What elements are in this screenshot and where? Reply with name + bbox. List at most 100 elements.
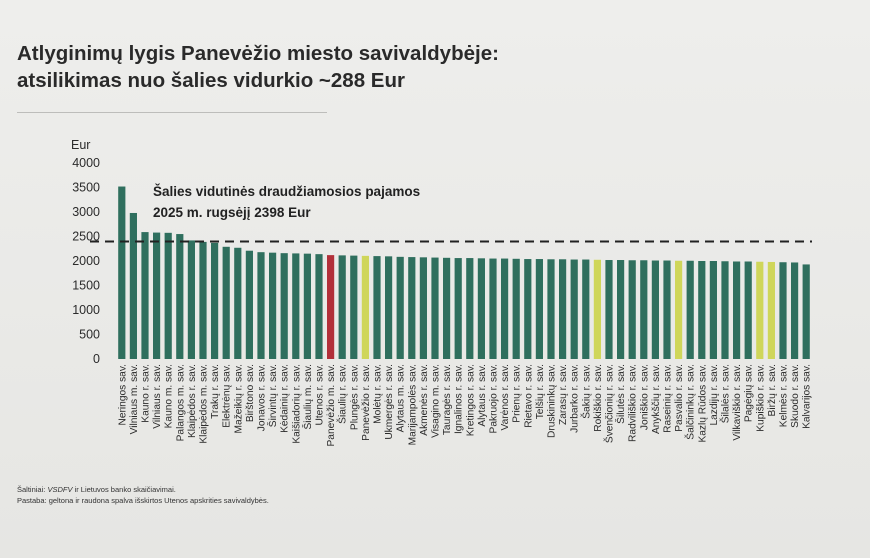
y-tick-label: 500 <box>79 328 100 342</box>
x-tick-label: Druskininkų sav. <box>547 364 558 438</box>
x-tick-label: Zarasų r. sav. <box>558 364 569 425</box>
reference-label-line-1: Šalies vidutinės draudžiamosios pajamos <box>153 184 421 199</box>
slide-title: Atlyginimų lygis Panevėžio miesto saviva… <box>17 40 837 94</box>
bar <box>373 256 381 359</box>
x-tick-label: Radviliškio r. sav. <box>628 364 639 442</box>
x-tick-label: Šilalės r. sav. <box>719 364 732 423</box>
x-tick-label: Raseinių r. sav. <box>663 364 674 433</box>
bar <box>802 264 810 359</box>
x-tick-label: Neringos sav. <box>117 364 128 426</box>
x-tick-label: Vilniaus m. sav. <box>129 364 140 434</box>
bar <box>570 259 578 359</box>
bar <box>744 261 752 359</box>
bar <box>211 242 219 359</box>
y-tick-label: 1500 <box>72 279 100 293</box>
reference-label-line-2: 2025 m. rugsėjį 2398 Eur <box>153 205 311 220</box>
x-tick-label: Klaipėdos m. sav. <box>199 364 210 444</box>
bar <box>535 259 543 359</box>
x-tick-label: Širvintų r. sav. <box>266 364 279 427</box>
bar <box>605 260 613 359</box>
x-tick-label: Šalčininkų r. sav. <box>684 364 697 440</box>
footnote-note: Pastaba: geltona ir raudona spalva išski… <box>17 496 269 505</box>
x-tick-label: Prienų r. sav. <box>512 364 523 423</box>
x-tick-label: Vilniaus r. sav. <box>152 364 163 429</box>
x-tick-label: Plungės r. sav. <box>349 364 360 430</box>
x-tick-label: Šiaulių m. sav. <box>301 364 314 430</box>
y-tick-label: 0 <box>93 352 100 366</box>
bar <box>477 258 485 359</box>
x-tick-label: Joniškio r. sav. <box>639 364 650 430</box>
x-tick-label: Panevėžio r. sav. <box>361 364 372 441</box>
x-tick-label: Pagėgių sav. <box>744 364 755 422</box>
x-tick-label: Lazdijų r. sav. <box>709 364 720 426</box>
bar <box>187 240 195 359</box>
bar <box>338 255 346 359</box>
bar <box>141 232 149 359</box>
y-tick-label: 3000 <box>72 205 100 219</box>
x-tick-label: Kėdainių r. sav. <box>280 364 291 433</box>
x-tick-label: Kalvarijos sav. <box>802 364 813 429</box>
footnote-source: Šaltiniai: VSDFV ir Lietuvos banko skaič… <box>17 485 176 494</box>
x-tick-label: Šakių r. sav. <box>579 364 592 419</box>
x-tick-label: Vilkaviškio r. sav. <box>732 364 743 441</box>
y-tick-label: 2500 <box>72 230 100 244</box>
x-tick-label: Kauno r. sav. <box>141 364 152 423</box>
bar <box>767 261 775 359</box>
x-tick-label: Klaipėdos r. sav. <box>187 364 198 438</box>
x-tick-label: Kauno m. sav. <box>164 364 175 428</box>
bar <box>396 256 404 359</box>
x-tick-label: Molėtų r. sav. <box>373 364 384 424</box>
y-tick-label: 3500 <box>72 181 100 195</box>
x-tick-label: Kretingos r. sav. <box>465 364 476 436</box>
x-tick-label: Kazlų Rūdos sav. <box>697 364 708 443</box>
x-tick-label: Rokiškio r. sav. <box>593 364 604 432</box>
x-tick-label: Kelmės r. sav. <box>779 364 790 427</box>
bar <box>524 259 532 359</box>
bar <box>547 259 555 359</box>
x-tick-label: Marijampolės sav. <box>407 364 418 445</box>
bar <box>164 232 172 359</box>
y-axis-unit-label: Eur <box>71 138 91 152</box>
footnotes: Šaltiniai: VSDFV ir Lietuvos banko skaič… <box>17 484 269 506</box>
x-tick-label: Akmenės r. sav. <box>419 364 430 436</box>
bar <box>315 254 323 359</box>
bar <box>419 257 427 359</box>
title-line-1: Atlyginimų lygis Panevėžio miesto saviva… <box>17 42 499 65</box>
x-tick-label: Šiaulių r. sav. <box>336 364 349 424</box>
x-tick-label: Ukmergės r. sav. <box>384 364 395 440</box>
x-tick-label: Mažeikių r. sav. <box>233 364 244 433</box>
bar <box>721 261 729 359</box>
x-tick-label: Utenos r. sav. <box>315 364 326 426</box>
bar-chart: 0 500 1000 1500 2000 2500 3000 3500 4000 Neringos… <box>72 156 813 446</box>
bar <box>466 258 474 359</box>
x-tick-label: Birštono sav. <box>245 364 256 422</box>
x-tick-label: Skuodo r. sav. <box>790 364 801 428</box>
bar <box>303 253 311 359</box>
x-tick-label: Rietavo r. sav. <box>523 364 534 428</box>
title-line-2: atsilikimas nuo šalies vidurkio ~288 Eur <box>17 69 405 92</box>
bar <box>280 253 288 359</box>
bar <box>350 255 358 359</box>
bar <box>431 257 439 359</box>
x-tick-label: Švenčionių r. sav. <box>603 364 616 443</box>
x-tick-label: Visagino m. sav. <box>431 364 442 438</box>
bar <box>153 232 161 359</box>
bar <box>361 255 369 359</box>
x-tick-label: Pakruojo r. sav. <box>489 364 500 433</box>
x-tick-label: Alytaus r. sav. <box>477 364 488 427</box>
bar <box>791 262 799 359</box>
x-tick-label: Kupiškio r. sav. <box>755 364 766 432</box>
bar <box>559 259 567 359</box>
bar <box>709 261 717 359</box>
bar <box>779 262 787 359</box>
y-tick-label: 2000 <box>72 254 100 268</box>
x-tick-label: Palangos m. sav. <box>175 364 186 441</box>
bar <box>385 256 393 359</box>
bar <box>733 261 741 359</box>
x-tick-label: Elektrėnų sav. <box>222 364 233 428</box>
x-tick-label: Varėnos r. sav. <box>500 364 511 430</box>
bar <box>269 252 277 359</box>
bar <box>582 259 590 359</box>
x-tick-label: Jonavos r. sav. <box>257 364 268 431</box>
